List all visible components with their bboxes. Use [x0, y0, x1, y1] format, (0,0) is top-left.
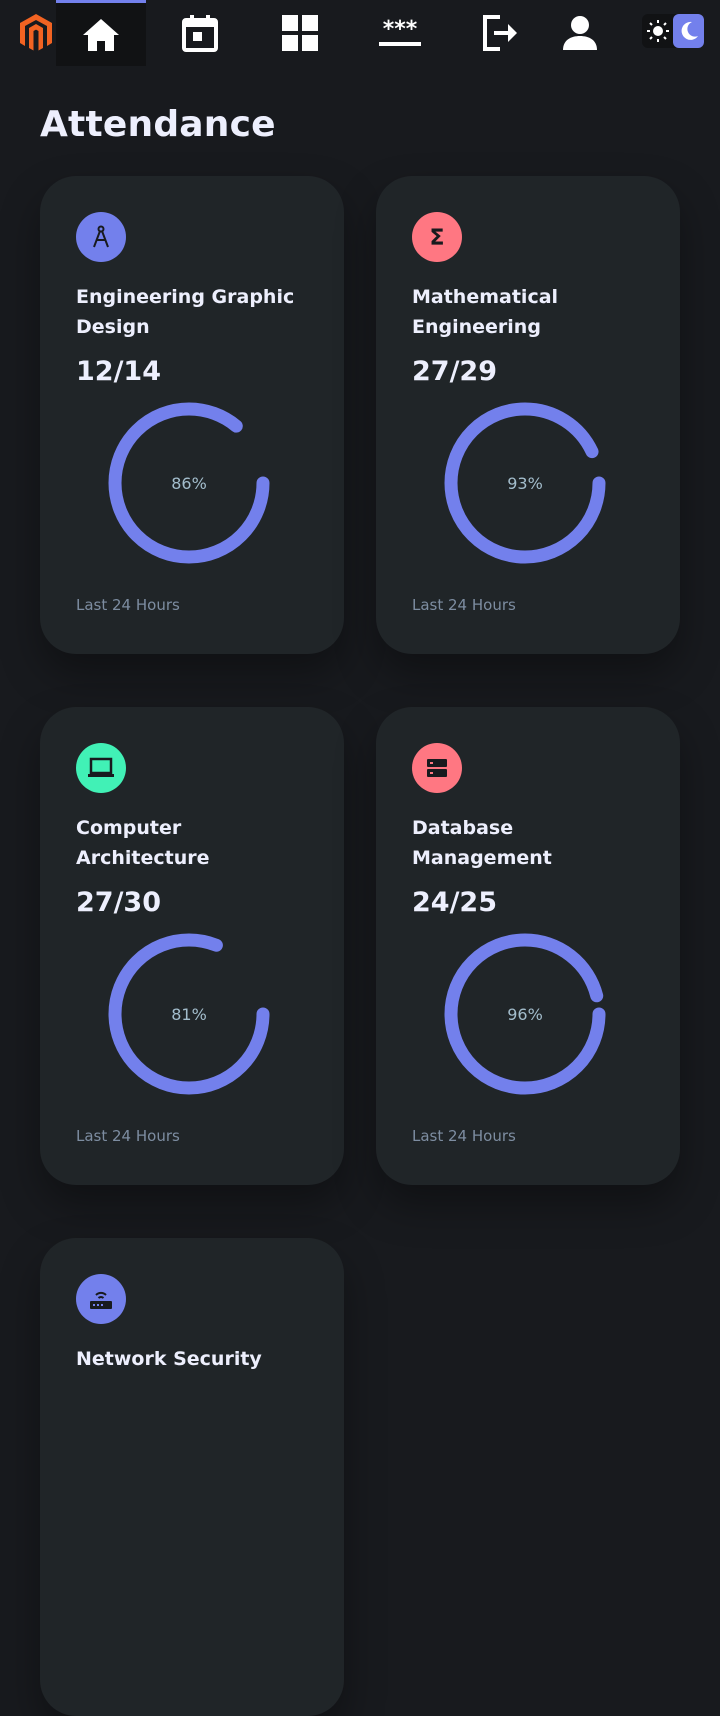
nav-profile-button[interactable] [535, 0, 625, 66]
compass-icon [76, 212, 126, 262]
subject-name: Network Security [76, 1348, 262, 1370]
subject-name: Database Management [412, 817, 552, 869]
card-footer: Last 24 Hours [76, 596, 180, 614]
attendance-percent: 86% [171, 473, 207, 493]
magento-logo[interactable] [14, 10, 58, 54]
subject-name: Engineering Graphic Design [76, 286, 295, 338]
attendance-percent: 81% [171, 1004, 207, 1024]
sun-icon [646, 20, 669, 42]
sigma-icon: Σ [412, 212, 462, 262]
svg-text:***: *** [383, 18, 418, 42]
page-title: Attendance [40, 104, 276, 145]
nav-password-button[interactable]: *** [355, 0, 445, 66]
attendance-percent: 96% [507, 1004, 543, 1024]
card-footer: Last 24 Hours [412, 596, 516, 614]
attendance-progress-ring [444, 933, 606, 1095]
attendance-card[interactable]: Σ Mathematical Engineering 27/29 93% Last… [376, 176, 680, 654]
svg-text:Σ: Σ [429, 226, 444, 250]
logout-icon [483, 15, 517, 51]
attendance-card[interactable]: Database Management 24/25 96% Last 24 Hou… [376, 707, 680, 1185]
laptop-icon [76, 743, 126, 793]
nav-calendar-button[interactable] [155, 0, 245, 66]
top-navigation-bar: *** [0, 0, 720, 66]
theme-light-option[interactable] [642, 14, 673, 48]
theme-toggle[interactable] [642, 14, 704, 48]
nav-logout-button[interactable] [455, 0, 545, 66]
subject-name: Computer Architecture [76, 817, 210, 869]
password-icon: *** [379, 18, 421, 46]
card-footer: Last 24 Hours [76, 1127, 180, 1145]
subject-name: Mathematical Engineering [412, 286, 559, 338]
card-footer: Last 24 Hours [412, 1127, 516, 1145]
attendance-count: 24/25 [412, 887, 498, 918]
calendar-icon [182, 15, 218, 52]
attendance-count: 27/29 [412, 356, 498, 387]
router-icon [76, 1274, 126, 1324]
server-icon [412, 743, 462, 793]
attendance-card[interactable]: Computer Architecture 27/30 81% Last 24 H… [40, 707, 344, 1185]
attendance-count: 27/30 [76, 887, 162, 918]
attendance-card[interactable]: Network Security [40, 1238, 344, 1716]
nav-dashboard-button[interactable] [255, 0, 345, 66]
attendance-card[interactable]: Engineering Graphic Design 12/14 86% Last… [40, 176, 344, 654]
dashboard-grid-icon [282, 15, 318, 51]
moon-icon [681, 21, 698, 40]
attendance-percent: 93% [507, 473, 543, 493]
attendance-progress-ring [444, 402, 606, 564]
home-icon [83, 18, 119, 51]
attendance-progress-ring [108, 402, 270, 564]
user-icon [563, 16, 597, 50]
attendance-progress-ring [108, 933, 270, 1095]
nav-home-button[interactable] [56, 0, 146, 66]
attendance-count: 12/14 [76, 356, 162, 387]
theme-dark-option[interactable] [673, 14, 704, 48]
